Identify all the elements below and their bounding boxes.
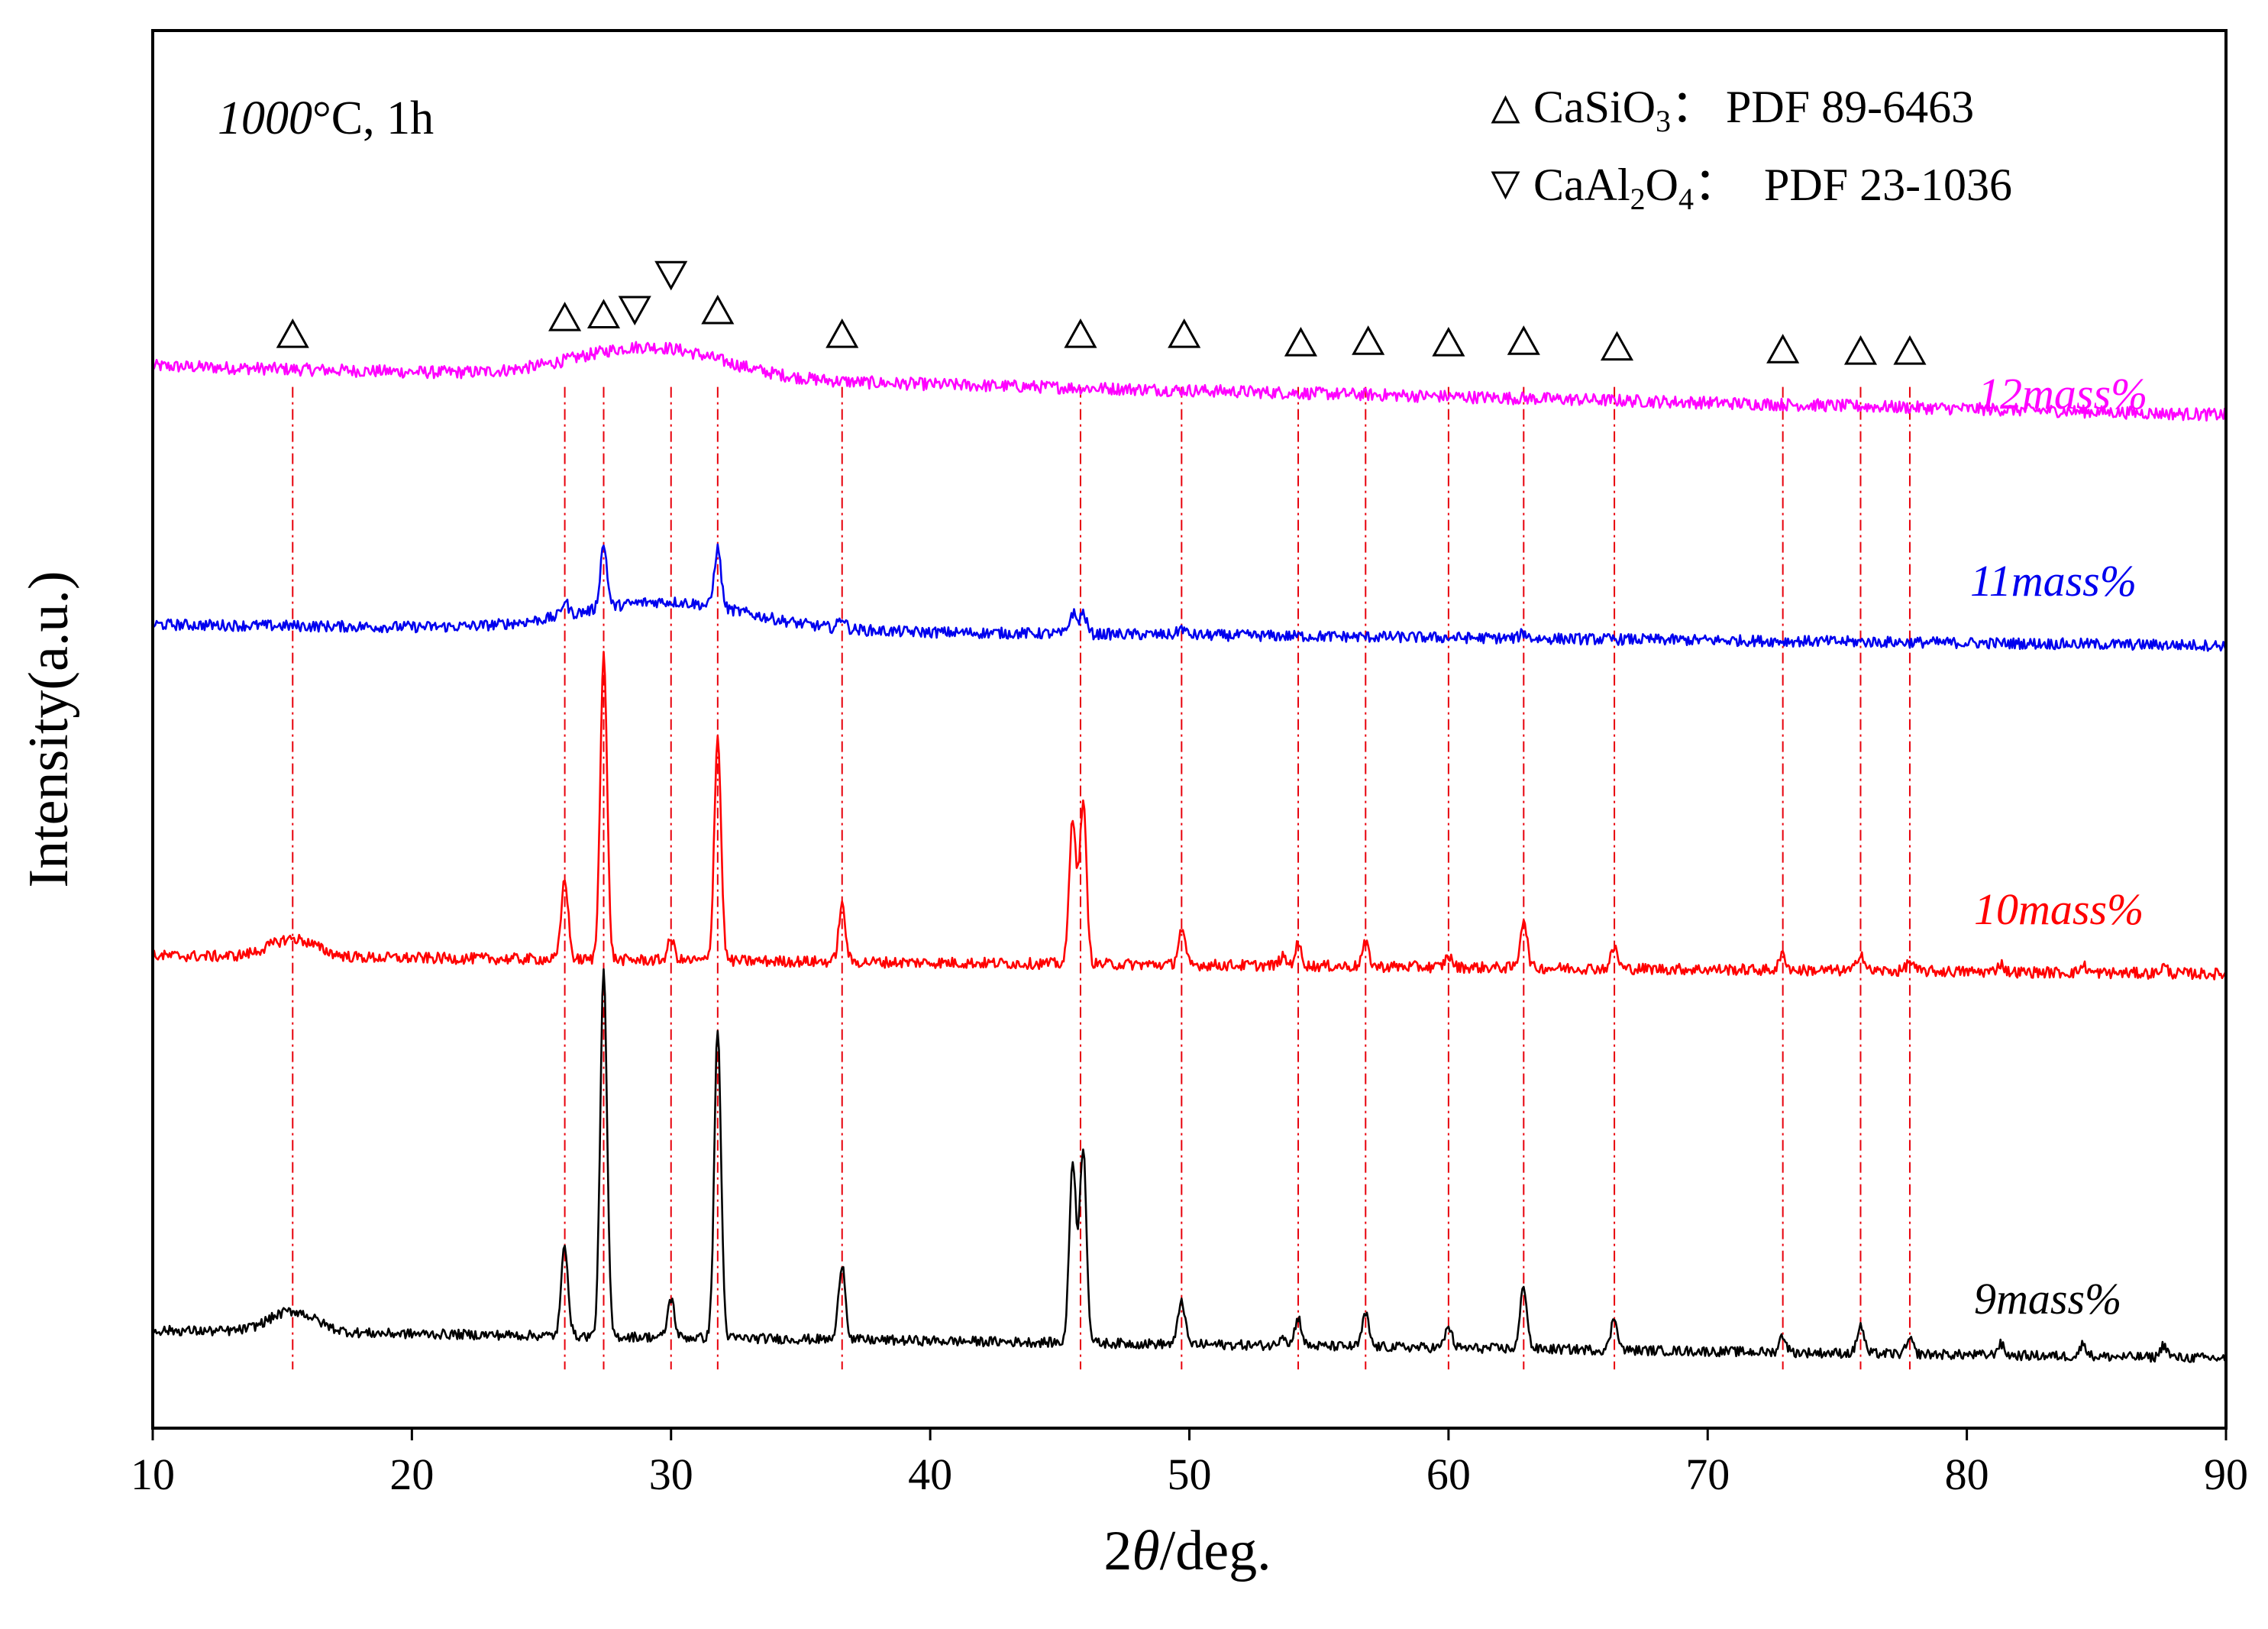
casio3-peak-marker-icon	[1843, 335, 1878, 365]
legend-sep-2: ：	[1694, 160, 1740, 210]
condition-unit-time: °C, 1h	[312, 92, 434, 144]
legend-sep-1: ：	[1671, 82, 1717, 132]
casio3-peak-marker-icon	[276, 318, 309, 348]
series-label-10mass: 10mass%	[1974, 884, 2144, 934]
casio3-peak-marker-icon	[1600, 331, 1634, 361]
legend-sub-2: 2	[1630, 182, 1646, 216]
caal2o4-peak-marker-icon	[618, 296, 651, 326]
x-axis-ticks: 10 20 30 40 50 60 70 80 90	[131, 1428, 2248, 1499]
casio3-peak-marker-icon	[586, 299, 621, 328]
casio3-peak-marker-icon	[701, 294, 735, 325]
x-tick-label: 30	[649, 1450, 693, 1499]
casio3-peak-marker-icon	[1168, 318, 1201, 348]
legend-phase-caal: CaAl	[1533, 160, 1630, 210]
x-tick-label: 80	[1945, 1450, 1989, 1499]
casio3-peak-marker-icon	[548, 302, 582, 331]
x-tick-label: 90	[2204, 1450, 2248, 1499]
peak-markers	[276, 260, 1927, 365]
series-label-9mass: 9mass%	[1974, 1274, 2121, 1324]
x-tick-label: 60	[1426, 1450, 1471, 1499]
condition-temperature: 1000	[218, 92, 312, 144]
x-axis-title-suffix: /deg.	[1160, 1520, 1271, 1582]
legend-sub-4: 4	[1678, 182, 1694, 216]
caal2o4-peak-marker-icon	[654, 260, 688, 291]
casio3-peak-marker-icon	[825, 318, 859, 348]
series-label-12mass: 12mass%	[1978, 369, 2147, 419]
x-tick-label: 50	[1168, 1450, 1212, 1499]
x-tick-label: 70	[1685, 1450, 1730, 1499]
series-group	[151, 341, 2228, 1363]
legend-pdf-1: PDF 89-6463	[1726, 82, 1974, 132]
x-axis-title-theta: θ	[1132, 1520, 1159, 1582]
series-line-10mass	[151, 651, 2228, 981]
series-label-11mass: 11mass%	[1970, 556, 2137, 606]
legend-pdf-2: PDF 23-1036	[1764, 160, 2012, 210]
casio3-peak-marker-icon	[1507, 325, 1540, 355]
legend-phase-casio: CaSiO	[1533, 82, 1656, 132]
x-axis-title-prefix: 2	[1103, 1520, 1132, 1582]
legend-entry-casio3: CaSiO3： PDF 89-6463	[1533, 82, 1974, 138]
legend-triangle-up-icon	[1491, 95, 1520, 124]
series-line-9mass	[152, 968, 2228, 1363]
legend-sub-3: 3	[1656, 104, 1671, 138]
x-tick-label: 20	[389, 1450, 434, 1499]
legend-entry-caal2o4: CaAl2O4： PDF 23-1036	[1533, 160, 2012, 216]
legend-triangle-down-icon	[1491, 171, 1520, 200]
casio3-peak-marker-icon	[1352, 325, 1385, 355]
casio3-peak-marker-icon	[1766, 334, 1800, 364]
casio3-peak-marker-icon	[1064, 318, 1097, 348]
x-tick-label: 10	[131, 1450, 175, 1499]
legend-mid-o: O	[1646, 160, 1678, 210]
series-line-12mass	[151, 341, 2228, 422]
legend: CaSiO3： PDF 89-6463 CaAl2O4： PDF 23-1036	[1491, 82, 2012, 216]
condition-label: 1000°C, 1h	[218, 92, 434, 144]
casio3-peak-marker-icon	[1284, 327, 1317, 357]
series-line-11mass	[151, 543, 2228, 652]
x-axis-title: 2θ/deg.	[1103, 1520, 1271, 1582]
casio3-peak-marker-icon	[1893, 335, 1927, 365]
y-axis-title: Intensity(a.u.)	[18, 570, 80, 887]
reference-lines	[292, 386, 1911, 1370]
casio3-peak-marker-icon	[1432, 327, 1465, 357]
x-tick-label: 40	[908, 1450, 952, 1499]
